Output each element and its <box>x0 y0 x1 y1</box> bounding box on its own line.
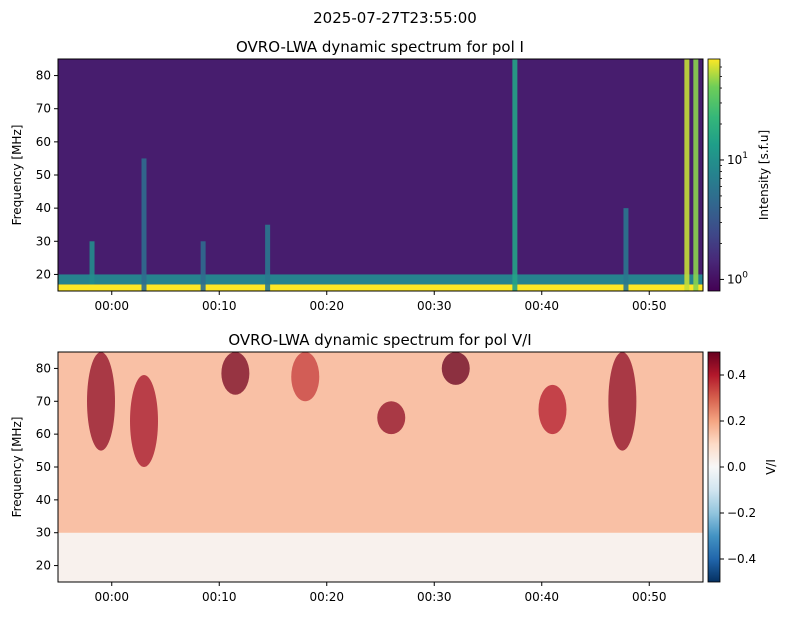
heatmap-patch <box>221 352 250 395</box>
y-tick-label: 30 <box>36 234 51 248</box>
y-tick-label: 60 <box>36 135 51 149</box>
pol-vi-y-ticks: 20 30 40 50 60 70 80 <box>36 361 58 573</box>
heatmap-burst <box>693 59 699 291</box>
y-tick-label: 50 <box>36 460 51 474</box>
pol-i-colorbar-label: Intensity [s.f.u] <box>757 130 771 220</box>
heatmap-patch <box>441 352 470 385</box>
heatmap-band <box>58 352 703 533</box>
pol-i-y-ticks: 20 30 40 50 60 70 80 <box>36 69 58 281</box>
heatmap-patch <box>291 352 320 402</box>
pol-vi-heatmap <box>58 352 703 582</box>
y-tick-label: 80 <box>36 361 51 375</box>
panel-pol-vi-title: OVRO-LWA dynamic spectrum for pol V/I <box>228 331 531 349</box>
y-tick-label: 20 <box>36 267 51 281</box>
y-tick-label: 20 <box>36 559 51 573</box>
heatmap-patch <box>377 401 406 435</box>
y-tick-label: 80 <box>36 69 51 83</box>
heatmap-burst <box>89 241 95 285</box>
pol-i-colorbar-ticks: 100 101 <box>720 66 748 286</box>
pol-i-ylabel: Frequency [MHz] <box>10 125 24 226</box>
heatmap-band <box>58 274 703 285</box>
y-tick-label: 70 <box>36 394 51 408</box>
colorbar-tick-label: −0.4 <box>727 552 756 566</box>
x-tick-label: 00:00 <box>94 590 129 604</box>
panel-pol-vi: OVRO-LWA dynamic spectrum for pol V/I 20… <box>10 331 778 604</box>
x-tick-label: 00:00 <box>94 299 129 313</box>
heatmap-burst <box>623 208 629 291</box>
panel-pol-i-title: OVRO-LWA dynamic spectrum for pol I <box>236 38 524 56</box>
heatmap-burst <box>265 224 271 291</box>
colorbar-tick-label: 0.2 <box>727 414 746 428</box>
heatmap-background <box>58 59 703 291</box>
x-tick-label: 00:10 <box>202 299 237 313</box>
colorbar-tick-label: 0.0 <box>727 460 746 474</box>
colorbar-tick-label: 101 <box>727 151 748 167</box>
heatmap-burst <box>141 158 147 291</box>
x-tick-label: 00:20 <box>309 299 344 313</box>
x-tick-label: 00:30 <box>417 590 452 604</box>
pol-i-colorbar-fill <box>707 58 721 292</box>
heatmap-patch <box>87 352 115 451</box>
heatmap-patch <box>538 384 567 435</box>
heatmap-burst <box>200 241 206 291</box>
pol-vi-ylabel: Frequency [MHz] <box>10 417 24 518</box>
y-tick-label: 40 <box>36 493 51 507</box>
x-tick-label: 00:40 <box>524 299 559 313</box>
y-tick-label: 30 <box>36 526 51 540</box>
pol-i-x-ticks: 00:00 00:10 00:20 00:30 00:40 00:50 <box>94 291 667 313</box>
pol-vi-colorbar: 0.4 0.2 0.0 −0.2 −0.4 V/I <box>707 351 778 583</box>
figure-suptitle: 2025-07-27T23:55:00 <box>313 9 477 27</box>
x-tick-label: 00:10 <box>202 590 237 604</box>
pol-i-colorbar: 100 101 Intensity [s.f.u] <box>707 58 771 292</box>
y-tick-label: 50 <box>36 168 51 182</box>
y-tick-label: 40 <box>36 201 51 215</box>
colorbar-tick-label: −0.2 <box>727 506 756 520</box>
x-tick-label: 00:30 <box>417 299 452 313</box>
x-tick-label: 00:50 <box>632 590 667 604</box>
pol-vi-colorbar-fill <box>707 351 721 583</box>
heatmap-band <box>58 532 703 582</box>
x-tick-label: 00:20 <box>309 590 344 604</box>
pol-vi-colorbar-ticks: 0.4 0.2 0.0 −0.2 −0.4 <box>720 368 756 566</box>
panel-pol-i: OVRO-LWA dynamic spectrum for pol I 20 30… <box>10 38 771 313</box>
x-tick-label: 00:40 <box>524 590 559 604</box>
colorbar-tick-label: 100 <box>727 270 748 286</box>
heatmap-patch <box>608 352 637 451</box>
colorbar-tick-label: 0.4 <box>727 368 746 382</box>
heatmap-burst <box>512 59 518 291</box>
heatmap-burst <box>684 59 690 291</box>
pol-vi-colorbar-label: V/I <box>764 459 778 475</box>
pol-i-heatmap <box>58 59 703 291</box>
heatmap-patch <box>130 375 158 467</box>
y-tick-label: 70 <box>36 102 51 116</box>
heatmap-band <box>58 284 703 291</box>
x-tick-label: 00:50 <box>632 299 667 313</box>
y-tick-label: 60 <box>36 427 51 441</box>
pol-vi-x-ticks: 00:00 00:10 00:20 00:30 00:40 00:50 <box>94 582 667 604</box>
